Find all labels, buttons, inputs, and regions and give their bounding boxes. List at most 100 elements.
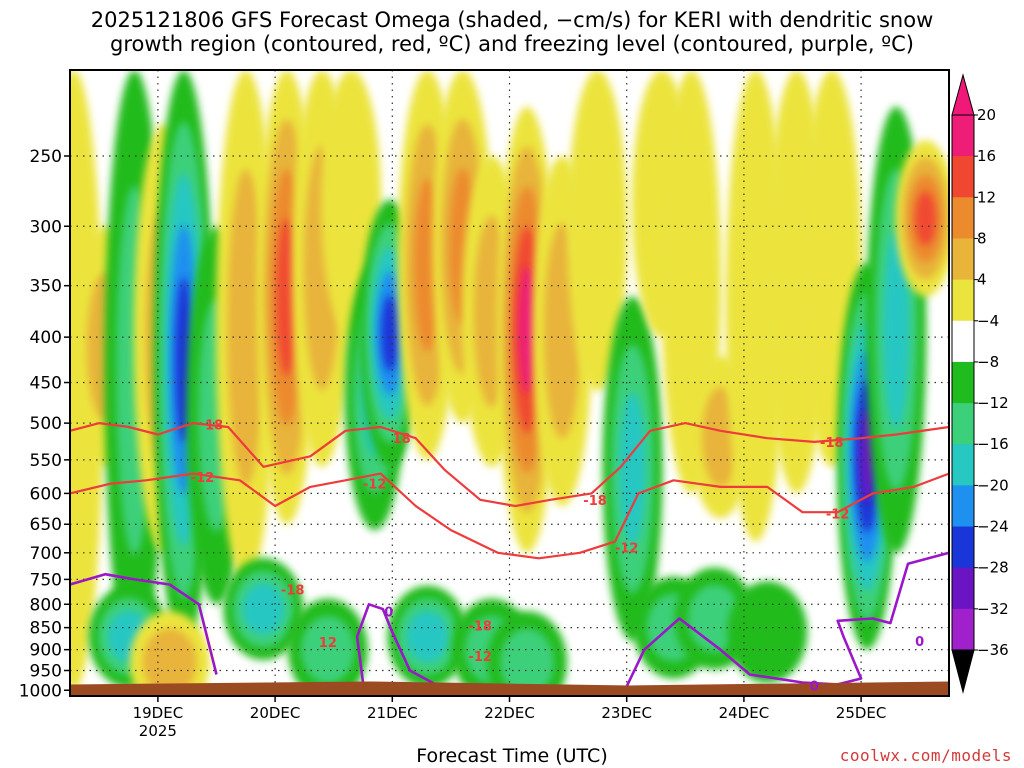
contour-lines [70,422,949,688]
contour-label: 18 [393,432,411,447]
omega-layer [227,168,265,486]
contour-label: -18 [583,494,607,509]
y-tick-label: 450 [30,374,62,394]
omega-blob [129,611,210,696]
contour-label: 0 [915,635,924,650]
colorbar-segment [952,567,974,610]
colorbar-label: 20 [977,106,996,124]
contour-label: -12 [826,507,850,522]
ground-fill [70,681,949,696]
x-tick-label: 25DEC [836,704,887,722]
omega-layer [518,266,536,394]
omega-blob [487,611,568,696]
colorbar-label: 16 [977,147,996,165]
contour-label: -12 [615,541,639,556]
freezing-contour [625,551,949,687]
colorbar-segment [952,608,974,651]
omega-shading [70,70,949,696]
x-tick-label: 21DEC [367,704,418,722]
colorbar-segment [952,238,974,281]
omega-layer [915,191,936,246]
dgz-contour [70,472,949,560]
y-tick-label: 400 [30,328,62,348]
colorbar-bottom-arrow [951,649,975,694]
omega-layer [619,392,646,546]
contour-label: 0 [384,605,393,620]
y-tick-label: 250 [30,147,62,167]
contour-label: 12 [319,636,337,651]
colorbar-segment [952,526,974,569]
x-tick-sublabel: 2025 [139,722,177,740]
colorbar-top-arrow [951,73,975,116]
omega-layer [381,295,399,372]
y-tick-label: 600 [30,484,62,504]
credit-link[interactable]: coolwx.com/models [839,746,1012,765]
colorbar-frame [951,114,975,651]
x-tick-label: 23DEC [601,704,652,722]
colorbar-label: −36 [977,641,1009,659]
omega-layer [727,581,808,684]
omega-blob [287,598,368,696]
contour-label: -12 [363,478,387,493]
colorbar-segment [952,485,974,528]
colorbar-label: −12 [977,394,1009,412]
colorbar-label: −16 [977,435,1009,453]
colorbar-segment [952,444,974,486]
omega-layer [882,230,910,429]
colorbar-label: 12 [977,188,996,206]
y-tick-label: 750 [30,570,62,590]
contour-label: 0 [810,680,819,695]
colorbar-label: 4 [977,271,987,289]
contour-label: -18 [820,436,844,451]
contour-labels: 18 18 -18 -18 -12 -12 -12 -12 -18 12 -18 -12 0 0 0 [191,419,925,695]
x-axis-title: Forecast Time (UTC) [416,745,608,767]
colorbar-segment [952,279,974,322]
grid-lines [70,70,949,696]
chart-title-line2: growth region (contoured, red, ºC) and f… [110,32,914,56]
colorbar-segment [952,361,974,404]
omega-blob [223,558,304,661]
x-tick-label: 19DEC [133,704,184,722]
y-axis: 2503003504004505005506006507007508008509… [19,147,70,701]
freezing-contour [355,603,440,688]
omega-layer [242,583,285,636]
omega-layer [142,628,197,696]
contour-label: 18 [205,419,223,434]
dgz-contour [70,422,949,508]
y-tick-label: 1000 [19,681,62,701]
omega-column [895,140,949,297]
colorbar-segment [952,403,974,445]
y-tick-label: 350 [30,277,62,297]
y-tick-label: 300 [30,217,62,237]
colorbar-label: −4 [977,312,999,330]
colorbar-label: −8 [977,353,999,371]
x-tick-label: 24DEC [719,704,770,722]
ground-layer [70,681,949,696]
y-tick-label: 500 [30,414,62,434]
y-tick-label: 850 [30,619,62,639]
colorbar-label: −24 [977,518,1009,536]
contour-label: -12 [191,471,215,486]
omega-column [567,70,628,391]
y-tick-label: 900 [30,641,62,661]
y-tick-label: 550 [30,451,62,471]
contour-label: -18 [468,619,492,634]
colorbar-segment [952,197,974,239]
omega-layer [300,615,355,684]
omega-layer [500,628,555,696]
freezing-contour [70,572,218,675]
colorbar-label: −20 [977,476,1009,494]
chart-title-line1: 2025121806 GFS Forecast Omega (shaded, −… [90,8,934,32]
colorbar-segment [952,156,974,198]
colorbar: 20 16 12 8 4 −4 −8 −12 −16 −20 −24 −28 −32 −36 [951,73,1009,694]
colorbar-segment [952,320,974,363]
colorbar-label: −28 [977,559,1009,577]
omega-column [602,296,663,641]
contour-label: -18 [281,584,305,599]
y-tick-label: 650 [30,515,62,535]
omega-layer [406,610,449,663]
omega-layer [567,70,628,391]
omega-blob [727,581,808,684]
